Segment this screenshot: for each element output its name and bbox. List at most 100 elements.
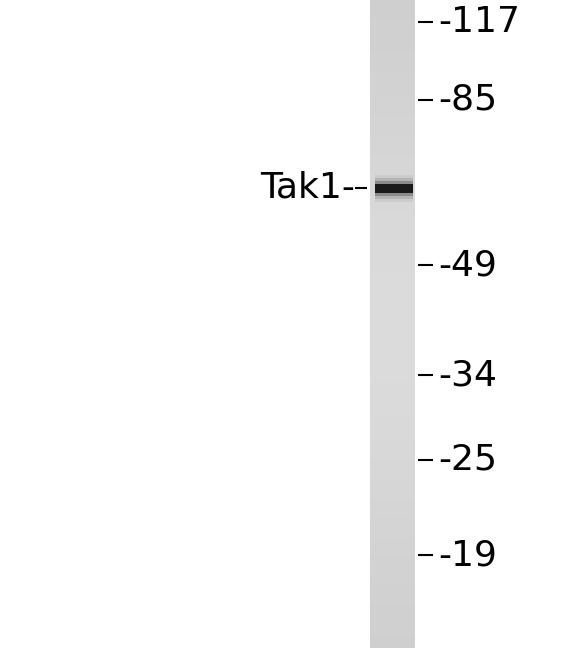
Bar (370, 525, 415, 531)
Bar (370, 577, 415, 583)
Bar (370, 52, 415, 58)
Bar (370, 91, 415, 97)
Bar (370, 480, 415, 486)
Bar (370, 143, 415, 149)
Text: -117: -117 (438, 5, 520, 39)
Bar (370, 97, 415, 104)
Bar (370, 123, 415, 130)
Bar (370, 557, 415, 564)
Bar (375, 178, 413, 198)
Bar (370, 564, 415, 570)
Bar (370, 240, 415, 246)
Bar (370, 512, 415, 518)
Bar (370, 551, 415, 557)
Bar (370, 531, 415, 538)
Bar (370, 175, 415, 181)
Bar (370, 220, 415, 227)
Bar (370, 356, 415, 363)
Bar (370, 110, 415, 117)
Bar (370, 629, 415, 635)
Bar (370, 635, 415, 642)
Bar (370, 395, 415, 402)
Bar (370, 305, 415, 311)
Bar (370, 311, 415, 318)
Bar (370, 292, 415, 298)
Bar (370, 84, 415, 91)
Bar (370, 616, 415, 622)
Bar (370, 421, 415, 428)
Bar (370, 246, 415, 253)
Bar (370, 402, 415, 408)
Bar (370, 298, 415, 305)
Bar (370, 486, 415, 492)
Bar (370, 570, 415, 577)
Bar (370, 583, 415, 590)
Bar (370, 447, 415, 454)
Bar (370, 65, 415, 71)
Bar (370, 434, 415, 441)
Bar (370, 149, 415, 156)
Bar (370, 428, 415, 434)
Bar (370, 603, 415, 609)
Bar (375, 181, 413, 196)
Bar (370, 0, 415, 6)
Bar (370, 6, 415, 13)
Bar (370, 343, 415, 350)
Bar (370, 214, 415, 220)
Text: -49: -49 (438, 248, 497, 282)
Text: -25: -25 (438, 443, 497, 477)
Bar (370, 460, 415, 467)
Bar (370, 272, 415, 279)
Bar (370, 350, 415, 356)
Bar (370, 39, 415, 45)
Bar (370, 324, 415, 330)
Bar (370, 71, 415, 78)
Bar (370, 363, 415, 369)
Bar (370, 58, 415, 65)
Bar (370, 253, 415, 259)
Bar (370, 26, 415, 32)
Bar (370, 13, 415, 19)
Bar (370, 45, 415, 52)
Bar (370, 467, 415, 473)
Bar (370, 382, 415, 389)
Text: -19: -19 (438, 538, 497, 572)
Bar (370, 233, 415, 240)
Text: Tak1-: Tak1- (260, 171, 355, 205)
Bar (370, 544, 415, 551)
Bar (370, 318, 415, 324)
Bar (370, 194, 415, 201)
Bar (370, 590, 415, 596)
Bar (370, 415, 415, 421)
Bar (370, 156, 415, 162)
Bar (370, 181, 415, 188)
Bar (375, 174, 413, 202)
Bar (370, 337, 415, 343)
Bar (370, 188, 415, 194)
Bar (370, 408, 415, 415)
Bar (370, 168, 415, 175)
Text: -34: -34 (438, 358, 497, 392)
Bar (375, 183, 413, 192)
Bar (370, 376, 415, 382)
Bar (370, 207, 415, 214)
Bar (370, 389, 415, 395)
Bar (370, 285, 415, 292)
Bar (370, 622, 415, 629)
Bar (370, 201, 415, 207)
Bar (370, 505, 415, 512)
Bar (370, 162, 415, 168)
Bar (370, 259, 415, 266)
Text: -85: -85 (438, 83, 497, 117)
Bar (370, 117, 415, 123)
Bar (370, 369, 415, 376)
Bar (370, 473, 415, 480)
Bar (370, 441, 415, 447)
Bar (370, 609, 415, 616)
Bar (370, 330, 415, 337)
Bar (370, 596, 415, 603)
Bar (370, 642, 415, 648)
Bar (370, 499, 415, 505)
Bar (370, 266, 415, 272)
Bar (370, 78, 415, 84)
